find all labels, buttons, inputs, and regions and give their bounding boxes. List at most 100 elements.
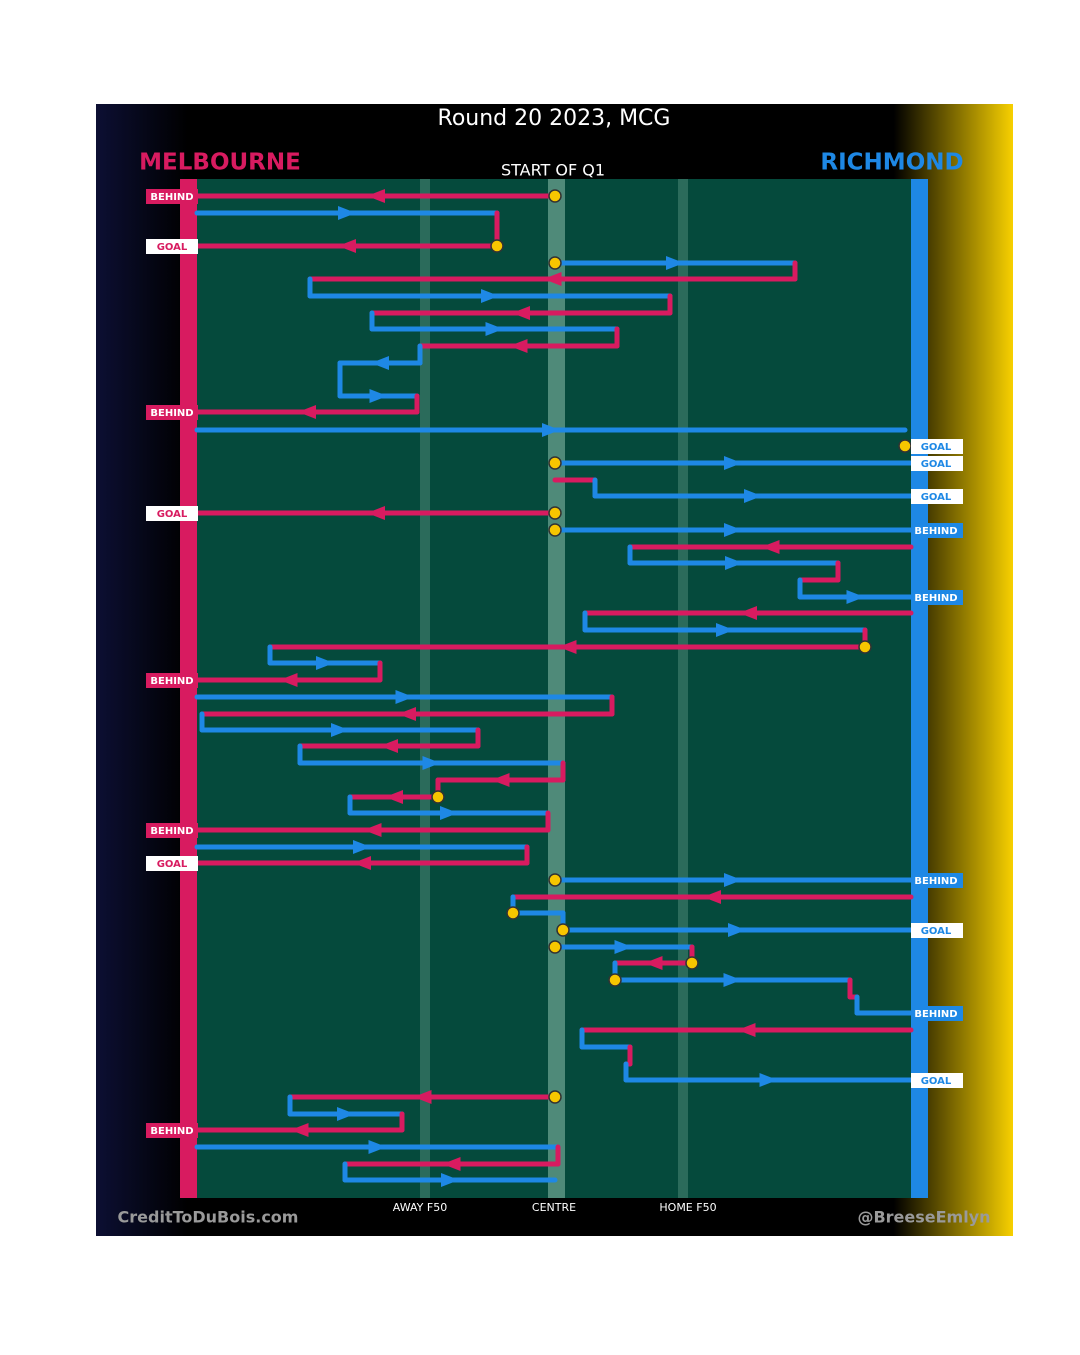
direction-arrow: [512, 306, 530, 320]
stoppage-marker: [506, 906, 520, 920]
stoppage-marker: [548, 940, 562, 954]
outcome-label: GOAL: [921, 492, 952, 503]
direction-arrow: [337, 1107, 355, 1121]
direction-arrow: [338, 239, 356, 253]
outcome-label: GOAL: [157, 859, 188, 870]
outcome-box: [146, 239, 198, 254]
direction-arrow: [442, 1157, 461, 1171]
direction-arrow: [367, 189, 385, 203]
outcome-box: [911, 489, 963, 504]
outcome-box: [146, 506, 198, 521]
direction-arrow: [614, 940, 633, 954]
direction-arrow: [395, 690, 414, 704]
direction-arrow: [298, 405, 316, 419]
stoppage-marker: [548, 189, 562, 203]
direction-arrow: [385, 790, 403, 804]
direction-arrow: [368, 1140, 387, 1154]
direction-arrow: [737, 1023, 756, 1037]
stoppage-marker: [548, 506, 562, 520]
direction-arrow: [413, 1090, 432, 1104]
direction-arrow: [440, 806, 458, 820]
stoppage-marker: [548, 873, 562, 887]
direction-arrow: [846, 590, 865, 604]
direction-arrow: [369, 389, 388, 403]
direction-arrow: [398, 707, 416, 721]
direction-arrow: [509, 339, 528, 353]
direction-arrow: [353, 856, 371, 870]
direction-arrow: [644, 956, 663, 970]
field-label: HOME F50: [659, 1201, 716, 1214]
period-label: START OF Q1: [501, 161, 605, 180]
direction-arrow: [724, 873, 742, 887]
direction-arrow: [724, 523, 742, 537]
direction-arrow: [338, 206, 356, 220]
direction-arrow: [744, 489, 762, 503]
outcome-label: GOAL: [921, 1076, 952, 1087]
direction-arrow: [728, 923, 746, 937]
outcome-box: [911, 439, 963, 454]
stoppage-marker: [548, 456, 562, 470]
direction-arrow: [724, 456, 742, 470]
outcome-box: [911, 873, 963, 888]
outcome-label: GOAL: [921, 926, 952, 937]
chains: [194, 189, 914, 1187]
centre-line: [548, 179, 565, 1198]
away-team: RICHMOND: [820, 150, 963, 176]
melbourne-goal-line: [180, 179, 197, 1198]
outcome-label: GOAL: [157, 509, 188, 520]
outcome-label: BEHIND: [150, 408, 193, 419]
direction-arrow: [481, 289, 499, 303]
outcome-label: GOAL: [157, 242, 188, 253]
stoppage-marker: [685, 956, 699, 970]
outcome-box: [146, 189, 198, 204]
outcome-label: BEHIND: [150, 826, 193, 837]
outcome-box: [146, 1123, 198, 1138]
direction-arrow: [723, 973, 742, 987]
title: Round 20 2023, MCG: [438, 106, 671, 131]
direction-arrow: [491, 773, 510, 787]
outcome-label: GOAL: [921, 442, 952, 453]
outcome-label: BEHIND: [914, 526, 957, 537]
direction-arrow: [558, 640, 577, 654]
direction-arrow: [371, 356, 389, 370]
direction-arrow: [353, 840, 371, 854]
direction-arrow: [290, 1123, 309, 1137]
direction-arrow: [759, 1073, 778, 1087]
outcome-label: BEHIND: [914, 876, 957, 887]
field-label: CENTRE: [532, 1201, 576, 1214]
field-label: AWAY F50: [393, 1201, 447, 1214]
outcome-box: [911, 923, 963, 938]
stoppage-marker: [548, 1090, 562, 1104]
outcome-label: BEHIND: [150, 1126, 193, 1137]
away-f50-line: [420, 179, 430, 1198]
direction-arrow: [485, 322, 504, 336]
stoppage-marker: [548, 256, 562, 270]
direction-arrow: [543, 272, 562, 286]
outcome-label: GOAL: [921, 459, 952, 470]
direction-arrow: [363, 823, 382, 837]
outcome-box: [146, 405, 198, 420]
direction-arrow: [316, 656, 334, 670]
outcome-label: BEHIND: [914, 1009, 957, 1020]
direction-arrow: [542, 423, 560, 437]
direction-arrow: [422, 756, 441, 770]
direction-arrow: [367, 506, 385, 520]
outcome-box: [911, 1073, 963, 1088]
direction-arrow: [331, 723, 349, 737]
direction-arrow: [441, 1173, 459, 1187]
outcome-box: [911, 590, 963, 605]
direction-arrow: [666, 256, 684, 270]
direction-arrow: [380, 739, 398, 753]
stoppage-marker: [490, 239, 504, 253]
stoppage-marker: [556, 923, 570, 937]
outcome-label: BEHIND: [914, 593, 957, 604]
direction-arrow: [761, 540, 780, 554]
home-f50-line: [678, 179, 688, 1198]
richmond-goal-line: [911, 179, 928, 1198]
home-team: MELBOURNE: [139, 150, 301, 176]
outcome-label: BEHIND: [150, 192, 193, 203]
outcome-box: [146, 823, 198, 838]
outcome-label: BEHIND: [150, 676, 193, 687]
